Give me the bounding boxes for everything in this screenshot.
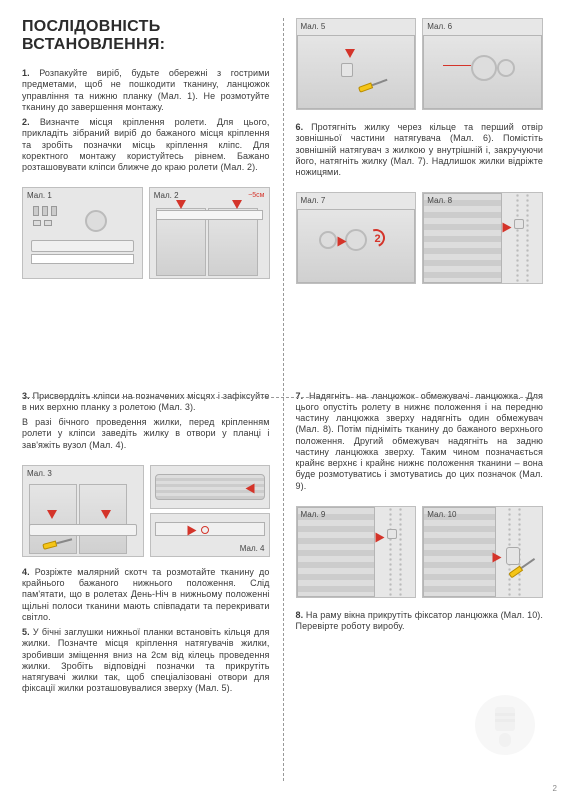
step-3: 3. Присвердліть кліпси на позначених міс… — [22, 391, 270, 414]
figure-3-label: Мал. 3 — [27, 469, 52, 478]
page-number: 2 — [553, 784, 557, 793]
figure-row-5: Мал. 9 Мал. 10 — [296, 506, 544, 598]
figure-8: Мал. 8 — [422, 192, 543, 284]
step-8: 8. На раму вікна прикрутіть фіксатор лан… — [296, 610, 544, 633]
figure-4-group: Мал. 4 — [150, 465, 270, 557]
page-title: ПОСЛІДОВНІСТЬ ВСТАНОВЛЕННЯ: — [22, 18, 270, 54]
step-1-text: Розпакуйте виріб, будьте обережні з гост… — [22, 68, 270, 112]
step-3b: В разі бічного проведення жилки, перед к… — [22, 417, 270, 451]
step-3-num: 3. — [22, 391, 30, 401]
figure-row-3: Мал. 7 2 Мал. 8 — [296, 192, 544, 284]
figure-7: Мал. 7 2 — [296, 192, 417, 284]
step-4-num: 4. — [22, 567, 30, 577]
step-6-num: 6. — [296, 122, 304, 132]
step-2: 2. Визначте місця кріплення ролети. Для … — [22, 117, 270, 173]
step-5: 5. У бічні заглушки нижньої планки встан… — [22, 627, 270, 695]
figure-2-label: Мал. 2 — [154, 191, 179, 200]
figure-8-label: Мал. 8 — [427, 196, 452, 205]
vertical-divider — [283, 18, 284, 781]
figure-row-2: Мал. 5 Мал. 6 — [296, 18, 544, 110]
quadrant-2: Мал. 5 Мал. 6 6. Протягніть жилку через … — [296, 18, 544, 373]
watermark-icon — [473, 693, 537, 757]
figure-2-note: ~5см — [248, 192, 264, 199]
figure-3: Мал. 3 — [22, 465, 144, 557]
step-8-text: На раму вікна прикрутіть фіксатор ланцюж… — [296, 610, 544, 631]
quadrant-3: 3. Присвердліть кліпси на позначених міс… — [22, 373, 270, 787]
step-1: 1. Розпакуйте виріб, будьте обережні з г… — [22, 68, 270, 113]
step-6: 6. Протягніть жилку через кільце та перш… — [296, 122, 544, 178]
step-7-text: Надягніть на ланцюжок обмежувачі ланцюжк… — [296, 391, 544, 491]
figure-9: Мал. 9 — [296, 506, 417, 598]
figure-4a — [150, 465, 270, 509]
figure-4-label: Мал. 4 — [240, 544, 265, 553]
figure-9-label: Мал. 9 — [301, 510, 326, 519]
quadrant-1: ПОСЛІДОВНІСТЬ ВСТАНОВЛЕННЯ: 1. Розпакуйт… — [22, 18, 270, 373]
step-4: 4. Розріжте малярний скотч та розмотайте… — [22, 567, 270, 623]
figure-5-label: Мал. 5 — [301, 22, 326, 31]
step-6-text: Протягніть жилку через кільце та перший … — [296, 122, 544, 177]
step-2-num: 2. — [22, 117, 30, 127]
step-5-text: У бічні заглушки нижньої планки встанові… — [22, 627, 270, 693]
step-2-text: Визначте місця кріплення ролети. Для цьо… — [22, 117, 270, 172]
figure-6-label: Мал. 6 — [427, 22, 452, 31]
figure-10: Мал. 10 — [422, 506, 543, 598]
step-4-text: Розріжте малярний скотч та розмотайте тк… — [22, 567, 270, 622]
figure-7-label: Мал. 7 — [301, 196, 326, 205]
figure-2: Мал. 2 ~5см — [149, 187, 270, 279]
figure-6: Мал. 6 — [422, 18, 543, 110]
step-7-num: 7. — [296, 391, 304, 401]
step-7: 7. Надягніть на ланцюжок обмежувачі ланц… — [296, 391, 544, 492]
figure-10-label: Мал. 10 — [427, 510, 456, 519]
figure-1: Мал. 1 — [22, 187, 143, 279]
figure-row-4: Мал. 3 Мал. 4 — [22, 465, 270, 557]
figure-4b: Мал. 4 — [150, 513, 270, 557]
step-8-num: 8. — [296, 610, 304, 620]
figure-1-label: Мал. 1 — [27, 191, 52, 200]
step-3-text: Присвердліть кліпси на позначених місцях… — [22, 391, 269, 412]
step-1-num: 1. — [22, 68, 30, 78]
step-5-num: 5. — [22, 627, 30, 637]
figure-5: Мал. 5 — [296, 18, 417, 110]
figure-row-1: Мал. 1 Мал. 2 ~5см — [22, 187, 270, 279]
